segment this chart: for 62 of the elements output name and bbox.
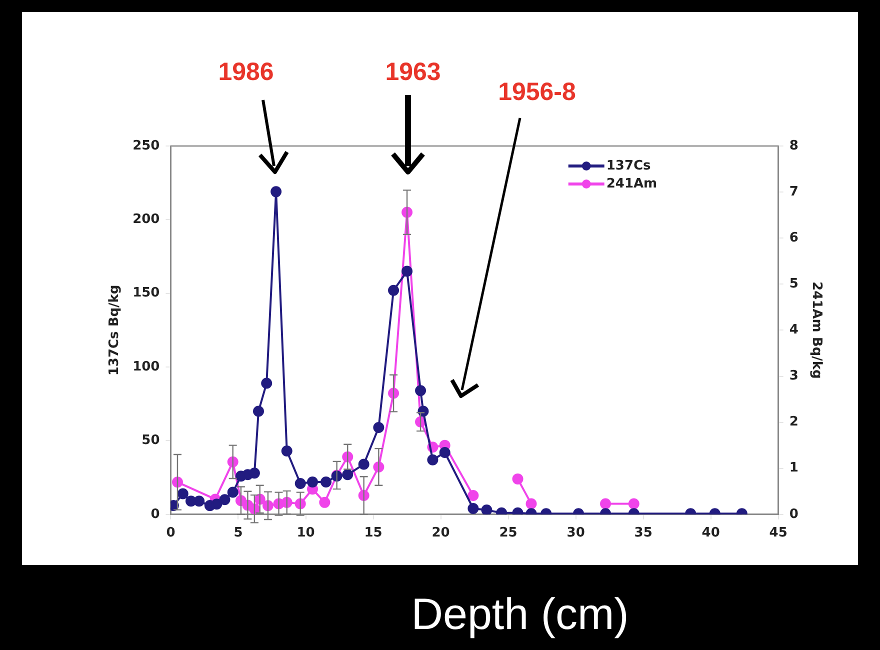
y-tick-label: 250 <box>132 138 160 154</box>
point <box>358 458 370 470</box>
legend-label: 137Cs <box>606 158 652 174</box>
point <box>320 476 332 488</box>
x-tick-label: 30 <box>566 526 585 541</box>
y2-tick-label: 2 <box>789 414 798 430</box>
y2-axis-title: 241Am Bq/kg <box>808 282 824 379</box>
point <box>194 496 205 507</box>
x-tick-label: 40 <box>702 526 720 541</box>
point <box>439 447 450 458</box>
point <box>281 446 292 457</box>
point <box>261 378 272 389</box>
point <box>373 422 384 433</box>
point <box>512 473 524 484</box>
point <box>219 494 230 506</box>
text: 1963 <box>385 58 441 87</box>
x-tick-label: 45 <box>769 526 788 541</box>
text: 1956-8 <box>498 78 576 107</box>
point <box>342 469 354 480</box>
y2-tick-label: 5 <box>789 276 798 292</box>
point <box>468 503 479 514</box>
x-tick-label: 35 <box>634 526 652 541</box>
point <box>177 488 188 500</box>
x-tick-label: 0 <box>166 526 176 541</box>
point <box>211 498 222 510</box>
point <box>307 476 318 488</box>
y-tick-label: 200 <box>132 212 160 228</box>
x-tick-label: 15 <box>364 526 382 541</box>
point <box>628 498 640 510</box>
y-axis-title: 137Cs Bq/kg <box>107 284 122 376</box>
point <box>388 284 400 296</box>
x-tick-label: 5 <box>234 526 243 541</box>
point <box>294 478 306 489</box>
point <box>270 186 282 198</box>
point <box>600 498 612 510</box>
y2-tick-label: 7 <box>789 184 798 200</box>
x-tick-label: 25 <box>499 526 518 541</box>
point <box>415 385 426 396</box>
legend-label: 241Am <box>606 176 658 192</box>
y-tick-label: 100 <box>132 359 160 374</box>
y2-tick-label: 1 <box>789 460 798 476</box>
point <box>468 490 479 502</box>
y2-tick-label: 0 <box>789 506 798 522</box>
x-axis-title: Depth (cm) <box>410 590 630 640</box>
point <box>481 504 492 514</box>
point <box>227 486 238 498</box>
y2-tick-label: 3 <box>789 368 798 384</box>
point <box>402 266 413 277</box>
point <box>253 406 264 417</box>
point <box>526 498 537 510</box>
point <box>248 468 260 479</box>
y2-tick-label: 6 <box>789 230 798 246</box>
y2-tick-label: 8 <box>789 138 798 154</box>
x-tick-label: 20 <box>432 526 450 541</box>
y2-tick-label: 4 <box>789 322 798 338</box>
point <box>319 496 330 508</box>
y-tick-label: 150 <box>132 286 160 301</box>
text: 1986 <box>218 58 274 87</box>
point <box>427 454 438 466</box>
y-tick-label: 0 <box>150 506 160 522</box>
y-tick-label: 50 <box>142 433 160 448</box>
x-tick-label: 10 <box>296 526 315 541</box>
